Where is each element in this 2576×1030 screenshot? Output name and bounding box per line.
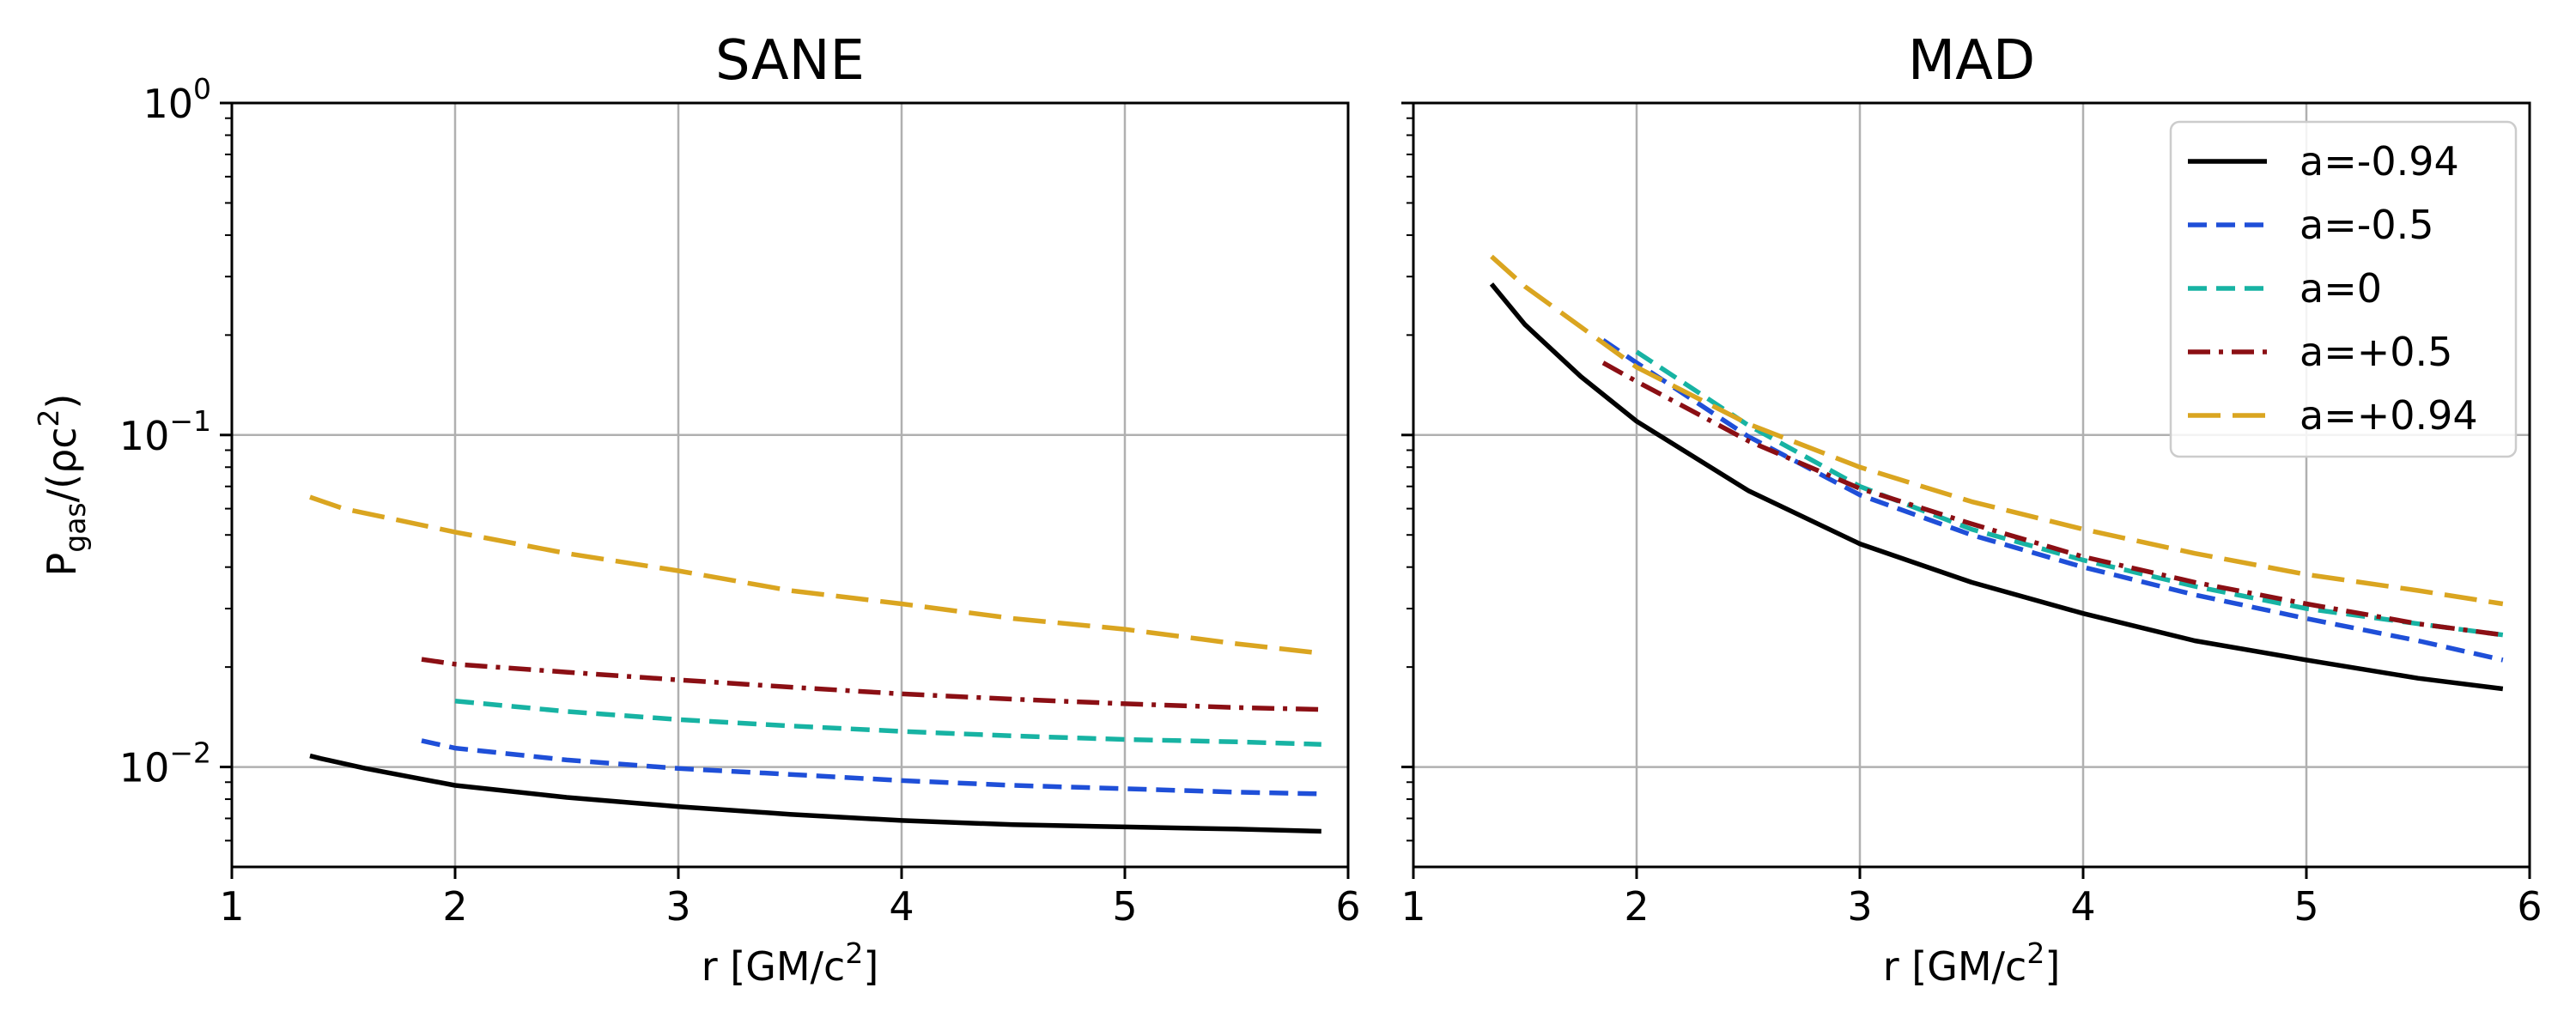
sane-x-tick-label: 3 xyxy=(665,883,690,930)
sane-title: SANE xyxy=(715,29,865,93)
mad-legend: a=-0.94 a=-0.5 a=0 a=+0.5 a=+0.94 xyxy=(2169,120,2518,458)
mad-legend-label-1: a=-0.5 xyxy=(2300,202,2434,248)
mad-series-line-2 xyxy=(1635,349,2504,638)
sane-y-tick-label: 10−2 xyxy=(119,736,211,791)
mad-legend-label-3: a=+0.5 xyxy=(2300,329,2452,375)
sane-x-tick-label: 6 xyxy=(1335,883,1360,930)
sane-series-line-2 xyxy=(454,698,1321,747)
sane-x-tick-label: 5 xyxy=(1112,883,1137,930)
sane-series-line-1 xyxy=(421,738,1321,797)
sane-series-line-4 xyxy=(309,494,1322,656)
mad-x-tick-label: 5 xyxy=(2293,883,2318,930)
sane-series-group xyxy=(309,494,1322,834)
sane-x-tick-label: 4 xyxy=(889,883,914,930)
mad-series-line-0 xyxy=(1489,282,2504,692)
mad-series-group xyxy=(1489,254,2504,692)
mad-legend-label-2: a=0 xyxy=(2300,265,2382,312)
mad-axes-frame xyxy=(1412,101,2531,869)
sane-axes-frame xyxy=(230,101,1350,869)
mad-x-tick-label: 4 xyxy=(2070,883,2095,930)
mad-series-line-3 xyxy=(1601,360,2504,638)
sane-x-tick-label: 1 xyxy=(219,883,244,930)
mad-legend-label-4: a=+0.94 xyxy=(2300,392,2478,439)
mad-legend-box xyxy=(2169,120,2518,458)
sane-series-line-3 xyxy=(421,657,1321,712)
sane-y-tick-label: 10−1 xyxy=(119,404,211,459)
mad-x-tick-label: 6 xyxy=(2517,883,2542,930)
sane-grid xyxy=(232,103,1348,867)
sane-panel: 1 2 3 4 5 6 100 10−1 10−2 SANE r [GM/c2] Pgas/(ρc2) xyxy=(32,29,1361,990)
sane-series-line-0 xyxy=(309,753,1321,834)
mad-panel: 1 2 3 4 5 6 MAD r [GM/c2] a=-0.94 a=-0.5 a=0 a=+0.5… xyxy=(1400,29,2542,990)
sane-x-tick-label: 2 xyxy=(442,883,467,930)
mad-title: MAD xyxy=(1908,29,2035,93)
mad-x-tick-label: 2 xyxy=(1624,883,1649,930)
mad-x-axis-label: r [GM/c2] xyxy=(1883,936,2061,990)
mad-x-tick-label: 3 xyxy=(1847,883,1872,930)
mad-grid xyxy=(1413,103,2530,867)
mad-x-tick-label: 1 xyxy=(1400,883,1425,930)
sane-y-tick-label: 100 xyxy=(143,72,211,127)
mad-legend-label-0: a=-0.94 xyxy=(2300,138,2459,185)
sane-y-axis-label: Pgas/(ρc2) xyxy=(32,393,92,576)
sane-x-axis-label: r [GM/c2] xyxy=(702,936,879,990)
mad-series-line-4 xyxy=(1490,254,2504,607)
